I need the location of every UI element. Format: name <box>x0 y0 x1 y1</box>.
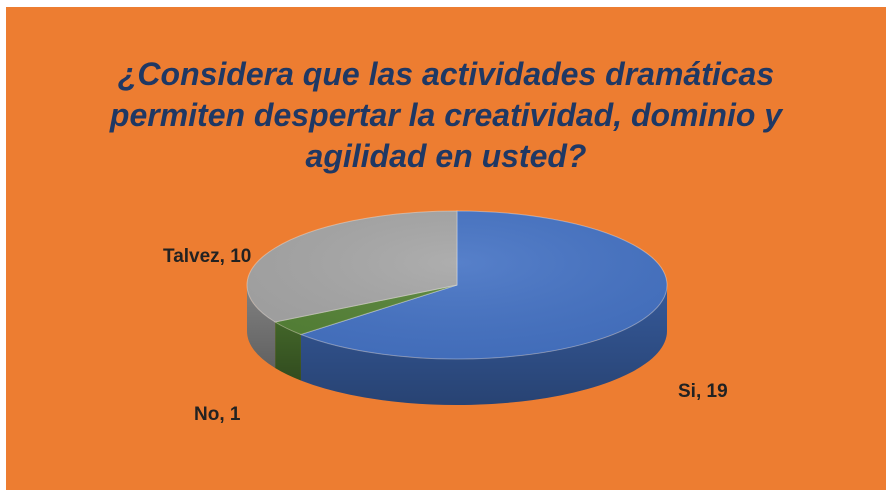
pie-side-shade-si <box>300 285 667 406</box>
pie-tops <box>246 210 668 360</box>
chart-title-line-3: agilidad en usted? <box>305 138 587 174</box>
pie-labels: Si, 19 No, 1 Talvez, 10 <box>163 246 728 425</box>
data-label-si: Si, 19 <box>678 381 728 402</box>
data-label-no: No, 1 <box>194 404 241 425</box>
pie-sides <box>247 285 667 406</box>
chart-area: ¿Considera que las actividades dramática… <box>6 7 886 490</box>
data-label-talvez: Talvez, 10 <box>163 246 251 267</box>
pie-side-shade-no <box>275 322 301 381</box>
chart-title-line-1: ¿Considera que las actividades dramática… <box>117 56 775 92</box>
chart-title-line-2: permiten despertar la creatividad, domin… <box>109 97 783 133</box>
pie-chart: Si, 19 No, 1 Talvez, 10 <box>163 210 728 425</box>
pie-side-shade-talvez <box>247 285 276 368</box>
chart-title: ¿Considera que las actividades dramática… <box>6 54 886 177</box>
pie-top-highlight <box>247 211 667 359</box>
